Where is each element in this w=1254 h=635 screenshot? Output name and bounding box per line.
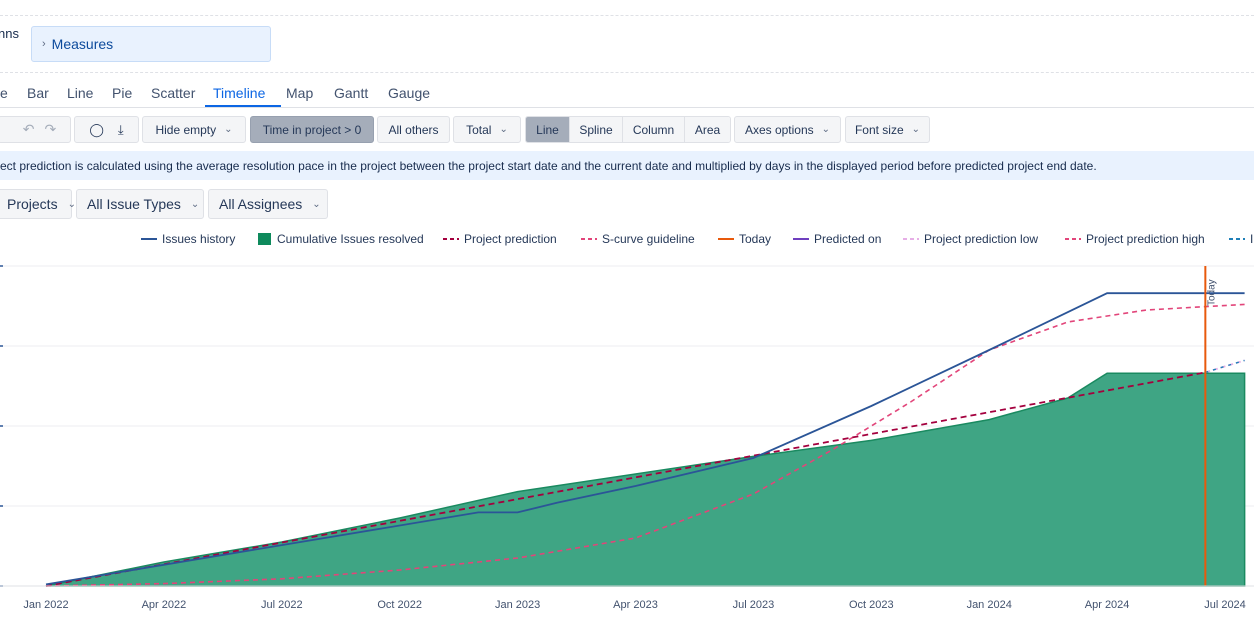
assignees-filter-label: All Assignees xyxy=(219,196,303,212)
legend-predicted-on[interactable]: Predicted on xyxy=(793,232,881,246)
s-curve-line xyxy=(45,303,1245,587)
area-button[interactable]: Area xyxy=(685,117,730,142)
cumulative-resolved-area xyxy=(45,372,1246,587)
mid-divider xyxy=(0,72,1254,73)
legend-today-label: Today xyxy=(739,232,772,246)
issue-types-filter[interactable]: All Issue Types ⌄ xyxy=(76,189,204,219)
legend-prediction-high-label: Project prediction high xyxy=(1086,232,1205,246)
chart-type-tabs: e Bar Line Pie Scatter Timeline Map Gantt Gauge xyxy=(0,80,1254,108)
solid-line-swatch xyxy=(793,238,809,240)
undo-icon[interactable]: ↶ xyxy=(22,121,35,137)
x-tick-label: Jul 2024 xyxy=(1204,599,1246,611)
redo-icon[interactable]: ↷ xyxy=(44,121,57,137)
chevron-down-icon: ⌄ xyxy=(312,198,321,210)
dashed-line-swatch xyxy=(581,238,597,240)
legend-project-prediction-label: Project prediction xyxy=(464,232,557,246)
tab-e[interactable]: e xyxy=(0,85,8,101)
legend-issues-history-label: Issues history xyxy=(162,232,236,246)
chevron-down-icon: ⌄ xyxy=(821,124,831,135)
comment-icon[interactable]: ◯ xyxy=(89,121,104,137)
area-swatch xyxy=(258,233,271,245)
time-in-project-button[interactable]: Time in project > 0 xyxy=(250,116,374,143)
line-button[interactable]: Line xyxy=(526,117,570,142)
legend-prediction-high[interactable]: Project prediction high xyxy=(1065,232,1205,246)
timeline-chart: Today Jan 2022 Apr 2022 Jul 2022 Oct 2022 Jan… xyxy=(0,265,1254,611)
chevron-down-icon: ⌄ xyxy=(499,124,508,135)
total-label: Total xyxy=(466,122,492,137)
chevron-down-icon: ⌄ xyxy=(190,198,200,210)
today-line-label: Today xyxy=(1206,279,1217,306)
chevron-down-icon: ⌄ xyxy=(67,198,76,210)
line-style-segment: Line Spline Column Area xyxy=(525,116,731,143)
tab-timeline[interactable]: Timeline xyxy=(213,85,266,101)
active-tab-underline xyxy=(205,105,281,107)
projects-filter[interactable]: Projects ⌄ xyxy=(0,189,76,219)
prediction-info-banner: ect prediction is calculated using the a… xyxy=(0,151,1254,180)
tab-pie[interactable]: Pie xyxy=(112,85,133,101)
tab-bar[interactable]: Bar xyxy=(27,85,49,101)
measures-drop-zone[interactable]: › Measures xyxy=(31,26,271,62)
chart-legend: Issues history Cumulative Issues resolve… xyxy=(0,232,1254,250)
chevron-down-icon: ⌄ xyxy=(911,124,921,135)
issue-types-filter-label: All Issue Types xyxy=(87,196,181,212)
top-divider xyxy=(0,15,1254,16)
x-tick-label: Apr 2024 xyxy=(1085,599,1130,611)
font-size-label: Font size xyxy=(854,122,904,137)
dashed-line-swatch xyxy=(1065,238,1081,240)
tab-map[interactable]: Map xyxy=(286,85,314,101)
legend-issues-history[interactable]: Issues history xyxy=(141,232,235,246)
all-others-button[interactable]: All others xyxy=(377,116,450,143)
legend-more-label: I xyxy=(1250,232,1254,246)
tab-line[interactable]: Line xyxy=(67,85,94,101)
x-tick-label: Jan 2023 xyxy=(495,599,540,611)
issues-history-line xyxy=(45,292,1245,586)
axes-options-button[interactable]: Axes options ⌄ xyxy=(734,116,841,143)
hide-empty-button[interactable]: Hide empty ⌄ xyxy=(142,116,246,143)
x-tick-label: Jul 2022 xyxy=(261,599,303,611)
legend-s-curve-label: S-curve guideline xyxy=(602,232,695,246)
x-tick-label: Jul 2023 xyxy=(733,599,775,611)
chevron-down-icon: ⌄ xyxy=(224,124,233,135)
legend-cumulative-resolved-label: Cumulative Issues resolved xyxy=(277,232,424,246)
solid-line-swatch xyxy=(141,238,157,240)
project-prediction-line xyxy=(45,371,1206,587)
font-size-button[interactable]: Font size ⌄ xyxy=(845,116,930,143)
columns-label: nns xyxy=(0,26,19,41)
legend-prediction-low[interactable]: Project prediction low xyxy=(903,232,1038,246)
x-tick-label: Oct 2023 xyxy=(849,599,894,611)
chevron-right-icon: › xyxy=(42,38,46,50)
tab-gauge[interactable]: Gauge xyxy=(388,85,431,101)
comment-export-group: ◯ ⤓ xyxy=(74,116,139,143)
total-button[interactable]: Total ⌄ xyxy=(453,116,521,143)
dashed-line-swatch xyxy=(443,238,459,240)
undo-redo-group: ↶ ↷ xyxy=(0,116,71,143)
x-tick-label: Apr 2022 xyxy=(142,599,187,611)
x-tick-label: Jan 2022 xyxy=(23,599,68,611)
axes-options-label: Axes options xyxy=(744,122,814,137)
prediction-extra-line xyxy=(1205,359,1245,374)
legend-today[interactable]: Today xyxy=(718,232,771,246)
measures-label: Measures xyxy=(51,36,114,52)
legend-project-prediction[interactable]: Project prediction xyxy=(443,232,557,246)
x-tick-label: Apr 2023 xyxy=(613,599,658,611)
legend-predicted-on-label: Predicted on xyxy=(814,232,882,246)
column-button[interactable]: Column xyxy=(623,117,685,142)
legend-prediction-low-label: Project prediction low xyxy=(924,232,1039,246)
solid-line-swatch xyxy=(718,238,734,240)
tab-scatter[interactable]: Scatter xyxy=(151,85,196,101)
x-tick-label: Jan 2024 xyxy=(967,599,1012,611)
legend-s-curve[interactable]: S-curve guideline xyxy=(581,232,695,246)
dashed-line-swatch xyxy=(1229,238,1245,240)
download-icon[interactable]: ⤓ xyxy=(117,121,124,137)
legend-cumulative-resolved[interactable]: Cumulative Issues resolved xyxy=(258,232,424,246)
tab-gantt[interactable]: Gantt xyxy=(334,85,369,101)
dashed-line-swatch xyxy=(903,238,919,240)
x-tick-label: Oct 2022 xyxy=(377,599,422,611)
projects-filter-label: Projects xyxy=(7,196,58,212)
legend-more[interactable]: I xyxy=(1229,232,1253,246)
spline-button[interactable]: Spline xyxy=(570,117,623,142)
assignees-filter[interactable]: All Assignees ⌄ xyxy=(208,189,328,219)
hide-empty-label: Hide empty xyxy=(155,122,217,137)
chart-toolbar: ↶ ↷ ◯ ⤓ Hide empty ⌄ Time in project > 0 … xyxy=(0,116,1254,144)
